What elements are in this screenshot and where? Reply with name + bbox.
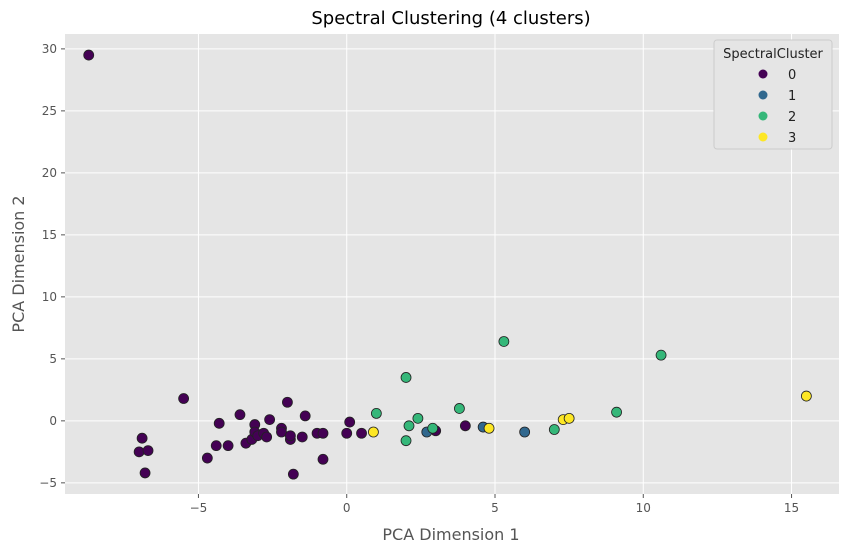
x-tick-label: −5 <box>190 501 208 515</box>
legend-marker-1 <box>758 90 768 100</box>
scatter-point-cluster-0 <box>213 417 225 429</box>
scatter-point-cluster-0 <box>178 393 190 404</box>
scatter-point-cluster-2 <box>498 336 510 347</box>
chart-title: Spectral Clustering (4 clusters) <box>311 8 590 29</box>
y-tick-label: 5 <box>49 352 57 366</box>
scatter-point-cluster-0 <box>356 427 367 439</box>
scatter-point-cluster-0 <box>139 467 151 479</box>
scatter-point-cluster-2 <box>400 435 412 447</box>
scatter-point-cluster-0 <box>299 410 311 422</box>
scatter-point-cluster-3 <box>800 390 812 402</box>
scatter-point-cluster-2 <box>548 424 560 435</box>
scatter-point-cluster-0 <box>276 426 287 438</box>
scatter-point-cluster-0 <box>287 468 299 480</box>
scatter-point-cluster-0 <box>282 396 293 408</box>
legend-label-1: 1 <box>788 89 796 104</box>
scatter-point-cluster-0 <box>459 420 471 432</box>
legend-box <box>713 39 833 150</box>
scatter-point-cluster-0 <box>341 427 353 439</box>
scatter-point-cluster-0 <box>264 414 276 426</box>
scatter-point-cluster-2 <box>611 406 622 418</box>
scatter-point-cluster-0 <box>234 409 246 421</box>
legend-items: 0 1 2 3 <box>758 68 796 146</box>
scatter-point-cluster-2 <box>370 408 382 419</box>
legend-label-0: 0 <box>788 68 796 83</box>
data-points <box>83 49 812 480</box>
x-axis-label: PCA Dimension 1 <box>382 525 519 544</box>
scatter-point-cluster-0 <box>344 416 356 428</box>
y-tick-label: 15 <box>42 228 57 242</box>
scatter-point-cluster-3 <box>483 422 495 434</box>
scatter-point-cluster-2 <box>412 412 424 424</box>
legend-label-2: 2 <box>788 110 796 125</box>
scatter-point-cluster-0 <box>83 49 95 61</box>
x-tick-label: 0 <box>343 501 351 515</box>
scatter-point-cluster-2 <box>400 372 412 383</box>
scatter-point-cluster-0 <box>284 430 296 442</box>
y-tick-label: 25 <box>42 104 57 118</box>
scatter-point-cluster-3 <box>563 412 575 424</box>
y-tick-label: 0 <box>49 414 57 428</box>
scatter-point-cluster-0 <box>142 445 154 457</box>
scatter-point-cluster-0 <box>133 446 145 458</box>
scatter-point-cluster-0 <box>201 452 213 464</box>
legend-label-3: 3 <box>788 131 796 146</box>
y-tick-label: 10 <box>42 290 57 304</box>
legend-marker-2 <box>758 111 768 121</box>
scatter-point-cluster-2 <box>454 403 465 414</box>
x-tick-label: 10 <box>636 501 651 515</box>
scatter-point-cluster-2 <box>427 422 439 434</box>
legend-title: SpectralCluster <box>723 47 823 62</box>
scatter-point-cluster-0 <box>317 427 329 439</box>
scatter-point-cluster-3 <box>368 426 379 438</box>
scatter-point-cluster-0 <box>261 431 273 443</box>
scatter-point-cluster-0 <box>222 440 234 452</box>
scatter-point-cluster-0 <box>210 440 222 452</box>
x-tick-label: 15 <box>784 501 799 515</box>
y-tick-label: −5 <box>39 476 57 490</box>
legend: SpectralCluster 0 1 2 3 <box>713 39 833 150</box>
scatter-point-cluster-2 <box>403 420 415 432</box>
y-tick-label: 30 <box>42 42 57 56</box>
x-tick-label: 5 <box>491 501 499 515</box>
scatter-point-cluster-0 <box>136 432 148 444</box>
scatter-point-cluster-1 <box>519 426 531 438</box>
scatter-point-cluster-0 <box>317 453 329 465</box>
scatter-point-cluster-2 <box>655 349 667 361</box>
legend-marker-3 <box>758 132 768 142</box>
y-tick-label: 20 <box>42 166 57 180</box>
legend-marker-0 <box>758 69 768 79</box>
scatter-point-cluster-0 <box>296 431 308 443</box>
y-axis-label: PCA Dimension 2 <box>9 195 28 332</box>
